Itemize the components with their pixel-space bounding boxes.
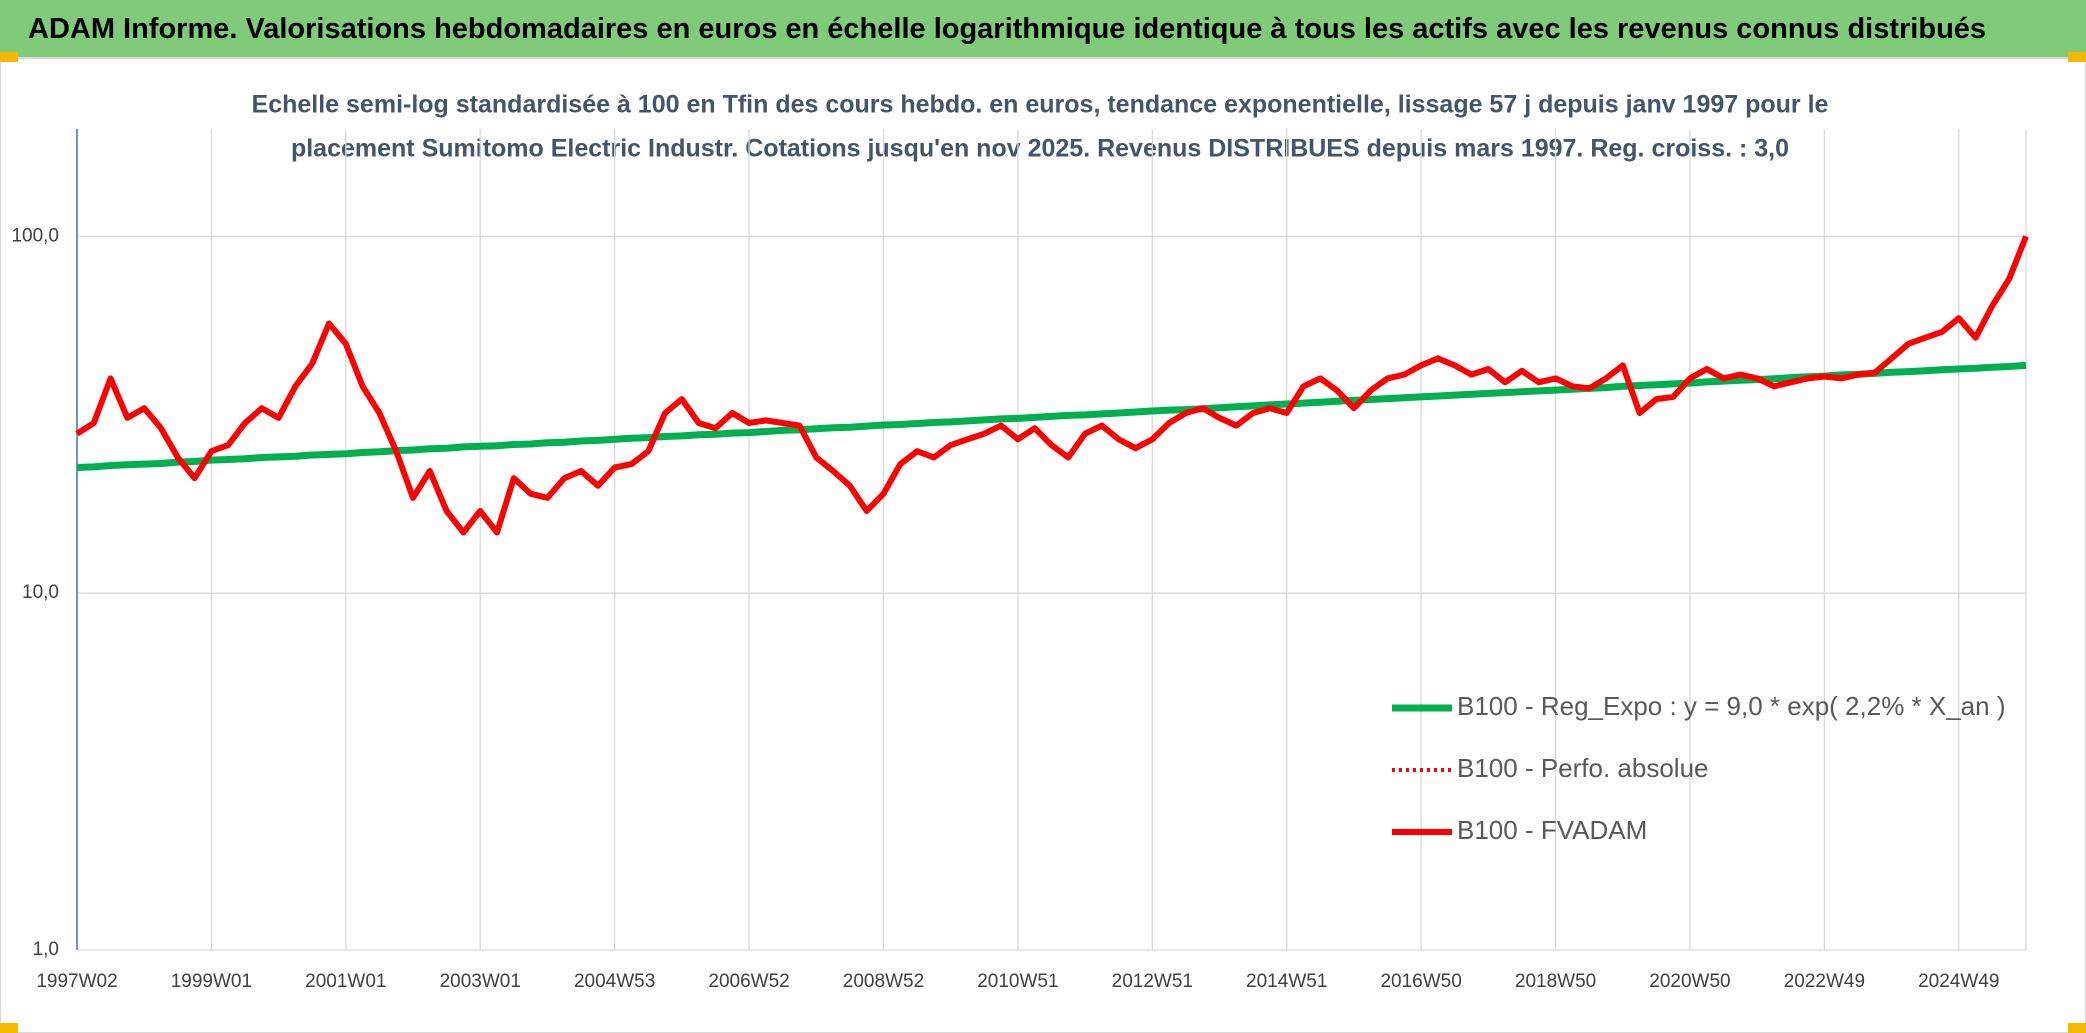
x-tick-label: 1999W01	[171, 971, 252, 992]
corner	[0, 1023, 18, 1033]
x-tick-label: 2014W51	[1246, 971, 1327, 992]
x-tick-label: 2004W53	[574, 971, 655, 992]
x-tick-label: 2022W49	[1784, 971, 1865, 992]
subtitle: Echelle semi-log standardisée à 100 en T…	[252, 91, 1829, 119]
x-tick-label: 2006W52	[708, 971, 789, 992]
series-line	[75, 235, 2028, 535]
y-tick-label: 10,0	[22, 582, 59, 603]
legend-label: B100 - Perfo. absolue	[1457, 753, 1709, 783]
x-tick-label: 2020W50	[1649, 971, 1730, 992]
x-tick-label: 2018W50	[1515, 971, 1596, 992]
y-tick-label: 100,0	[11, 225, 59, 246]
x-tick-label: 2016W50	[1380, 971, 1461, 992]
y-tick-label: 1,0	[33, 939, 59, 960]
x-tick-label: 2012W51	[1112, 971, 1193, 992]
x-tick-label: 2001W01	[305, 971, 386, 992]
corner	[0, 52, 18, 62]
x-tick-label: 2010W51	[977, 971, 1058, 992]
subtitle: placement Sumitomo Electric Industr. Cot…	[291, 135, 1789, 163]
x-tick-label: 2024W49	[1918, 971, 1999, 992]
legend-label: B100 - FVADAM	[1457, 815, 1647, 845]
banner-title: ADAM Informe. Valorisations hebdomadaire…	[0, 0, 2086, 58]
corner	[2068, 1023, 2086, 1033]
corner	[2068, 52, 2086, 62]
x-tick-label: 2003W01	[440, 971, 521, 992]
legend-label: B100 - Reg_Expo : y = 9,0 * exp( 2,2% * …	[1457, 691, 2006, 721]
x-tick-label: 2008W52	[843, 971, 924, 992]
frame	[0, 57, 2086, 1033]
series-line	[75, 235, 2029, 536]
x-tick-label: 1997W02	[36, 971, 117, 992]
series-line	[76, 361, 2027, 471]
